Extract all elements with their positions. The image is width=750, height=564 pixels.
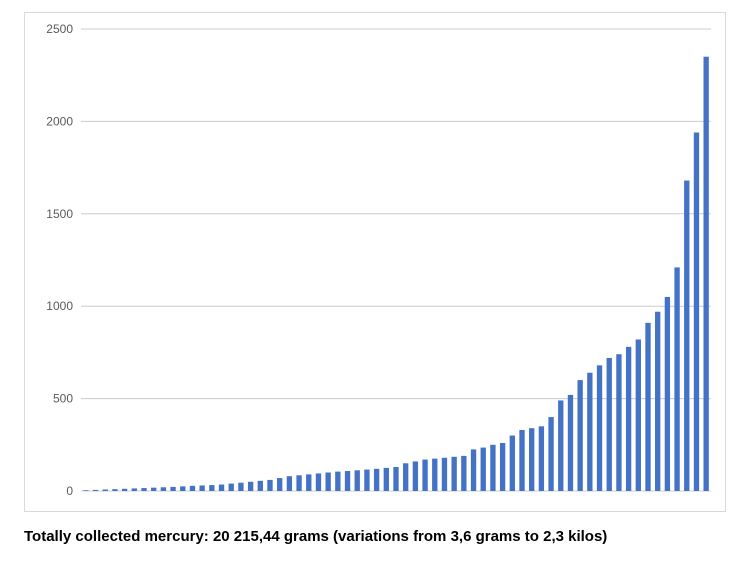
- bar: [684, 181, 689, 491]
- bar: [112, 489, 117, 491]
- bar: [374, 469, 379, 491]
- chart-card: 0 500 1000 1500 2000 2500: [24, 12, 726, 512]
- bar: [364, 470, 369, 491]
- bar: [229, 484, 234, 491]
- bar: [577, 380, 582, 491]
- bar: [335, 472, 340, 491]
- bar: [345, 471, 350, 491]
- y-tick-label: 1000: [46, 299, 73, 313]
- bar: [316, 473, 321, 491]
- y-tick-label: 2500: [46, 22, 73, 36]
- bar: [384, 468, 389, 491]
- bar: [180, 486, 185, 491]
- bar-chart: 0 500 1000 1500 2000 2500: [25, 13, 725, 511]
- bar: [151, 488, 156, 491]
- bar: [170, 487, 175, 491]
- bar: [248, 482, 253, 491]
- bar: [190, 486, 195, 491]
- bar: [132, 488, 137, 491]
- bar: [422, 460, 427, 491]
- bar: [277, 478, 282, 491]
- caption-text: Totally collected mercury: 20 215,44 gra…: [24, 528, 726, 545]
- bar: [703, 57, 708, 491]
- bar: [238, 483, 243, 491]
- bar: [548, 417, 553, 491]
- bar: [597, 365, 602, 491]
- bar: [674, 267, 679, 491]
- bar: [481, 448, 486, 491]
- bar: [393, 467, 398, 491]
- bar: [529, 428, 534, 491]
- y-tick-label: 2000: [46, 114, 73, 128]
- bar: [626, 347, 631, 491]
- y-tick-label: 1500: [46, 207, 73, 221]
- bar: [519, 430, 524, 491]
- bar: [451, 457, 456, 491]
- bar: [141, 488, 146, 491]
- bar: [645, 323, 650, 491]
- bar: [636, 339, 641, 491]
- bar: [461, 456, 466, 491]
- bar: [306, 474, 311, 491]
- bar: [665, 297, 670, 491]
- bar: [558, 400, 563, 491]
- bar: [442, 458, 447, 491]
- bar: [161, 487, 166, 491]
- bar: [607, 358, 612, 491]
- bar: [510, 436, 515, 491]
- bar: [325, 473, 330, 491]
- bar: [413, 461, 418, 491]
- bar: [287, 476, 292, 491]
- bar: [568, 395, 573, 491]
- bar: [587, 373, 592, 491]
- bar: [199, 485, 204, 491]
- bar: [490, 445, 495, 491]
- bar: [500, 443, 505, 491]
- page: 0 500 1000 1500 2000 2500 Totally collected m…: [0, 0, 750, 564]
- bar: [432, 459, 437, 491]
- bar: [655, 312, 660, 491]
- y-tick-label: 500: [53, 392, 73, 406]
- bar: [209, 485, 214, 491]
- bar: [103, 490, 108, 491]
- bar: [122, 489, 127, 491]
- bar: [616, 354, 621, 491]
- bar: [93, 490, 98, 491]
- bar: [258, 481, 263, 491]
- bar: [403, 463, 408, 491]
- bar: [539, 426, 544, 491]
- bar: [267, 480, 272, 491]
- y-tick-label: 0: [66, 484, 73, 498]
- bar: [694, 132, 699, 491]
- bar: [355, 470, 360, 491]
- bar: [471, 449, 476, 491]
- bar: [83, 490, 88, 491]
- bar: [219, 485, 224, 491]
- bar: [296, 475, 301, 491]
